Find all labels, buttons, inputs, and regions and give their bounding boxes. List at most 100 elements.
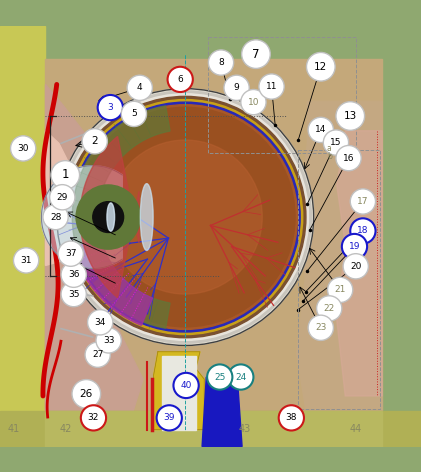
Circle shape	[208, 50, 234, 75]
Text: 11: 11	[266, 82, 277, 91]
Text: 30: 30	[17, 144, 29, 153]
Text: 26: 26	[80, 389, 93, 399]
Bar	[0, 25, 45, 447]
Text: 33: 33	[103, 336, 115, 345]
Text: 6: 6	[177, 75, 183, 84]
Polygon shape	[45, 131, 84, 265]
Polygon shape	[202, 377, 242, 447]
Text: 16: 16	[343, 153, 354, 163]
Circle shape	[157, 405, 182, 430]
Text: 8: 8	[218, 58, 224, 67]
Circle shape	[336, 145, 361, 171]
Circle shape	[50, 185, 75, 210]
Circle shape	[62, 94, 309, 340]
Text: 1: 1	[61, 169, 69, 181]
Text: 40: 40	[180, 381, 192, 390]
Circle shape	[58, 241, 83, 266]
Circle shape	[76, 185, 140, 249]
Text: 24: 24	[235, 372, 246, 381]
Circle shape	[343, 253, 368, 279]
Text: a: a	[327, 144, 332, 153]
Text: 19: 19	[349, 242, 360, 251]
Circle shape	[317, 296, 342, 321]
Text: 25: 25	[214, 372, 226, 381]
Circle shape	[88, 310, 113, 335]
Text: 34: 34	[94, 318, 106, 327]
Text: 14: 14	[315, 126, 327, 135]
Text: 21: 21	[334, 286, 346, 295]
Polygon shape	[41, 166, 122, 269]
Circle shape	[43, 204, 68, 230]
Text: 39: 39	[163, 413, 175, 422]
Text: 41: 41	[7, 424, 20, 434]
Circle shape	[81, 405, 106, 430]
Text: 35: 35	[68, 290, 80, 299]
Text: b: b	[327, 152, 332, 161]
Circle shape	[108, 140, 262, 294]
Circle shape	[64, 96, 306, 338]
Polygon shape	[154, 352, 204, 430]
Text: 18: 18	[357, 227, 369, 236]
Circle shape	[61, 281, 86, 307]
Circle shape	[323, 130, 349, 155]
Circle shape	[73, 105, 298, 329]
Circle shape	[328, 277, 353, 303]
Bar	[0, 411, 421, 447]
Bar	[45, 411, 382, 447]
Text: 9: 9	[234, 83, 240, 93]
Text: 22: 22	[324, 304, 335, 313]
Circle shape	[98, 95, 123, 120]
Circle shape	[336, 101, 365, 130]
Circle shape	[96, 328, 121, 353]
Text: 3: 3	[107, 103, 113, 112]
Circle shape	[350, 189, 376, 214]
Circle shape	[85, 342, 110, 367]
Circle shape	[342, 234, 367, 259]
Circle shape	[61, 262, 86, 287]
Circle shape	[59, 91, 312, 343]
Text: 13: 13	[344, 111, 357, 121]
Circle shape	[13, 248, 39, 273]
Text: 4: 4	[137, 83, 143, 93]
Polygon shape	[45, 84, 143, 419]
Polygon shape	[297, 101, 382, 419]
Circle shape	[306, 52, 335, 81]
Text: 38: 38	[285, 413, 297, 422]
Circle shape	[242, 40, 270, 68]
Text: 12: 12	[314, 62, 328, 72]
Circle shape	[350, 219, 376, 244]
Circle shape	[68, 100, 303, 335]
Text: 43: 43	[239, 424, 251, 434]
Circle shape	[57, 89, 314, 346]
Circle shape	[259, 74, 284, 99]
Circle shape	[228, 364, 253, 390]
Text: 42: 42	[59, 424, 72, 434]
Circle shape	[173, 373, 199, 398]
Circle shape	[241, 90, 266, 115]
Text: 36: 36	[68, 270, 80, 279]
Circle shape	[11, 136, 36, 161]
Polygon shape	[162, 356, 196, 430]
Bar	[45, 59, 382, 413]
Text: 27: 27	[92, 350, 104, 359]
Text: 17: 17	[357, 197, 369, 206]
Circle shape	[207, 364, 232, 390]
Circle shape	[308, 117, 333, 143]
Circle shape	[51, 160, 80, 189]
Ellipse shape	[140, 184, 153, 251]
Circle shape	[127, 75, 152, 101]
Circle shape	[93, 202, 124, 233]
Polygon shape	[72, 240, 152, 325]
Text: 15: 15	[330, 138, 342, 147]
Text: 29: 29	[56, 193, 68, 202]
Text: 7: 7	[252, 48, 260, 60]
Text: 44: 44	[349, 424, 362, 434]
Text: 20: 20	[350, 262, 362, 271]
Circle shape	[121, 101, 147, 126]
Text: 32: 32	[88, 413, 99, 422]
Ellipse shape	[107, 203, 115, 231]
Circle shape	[279, 405, 304, 430]
Polygon shape	[337, 131, 382, 396]
Circle shape	[75, 107, 295, 327]
Polygon shape	[41, 166, 122, 269]
